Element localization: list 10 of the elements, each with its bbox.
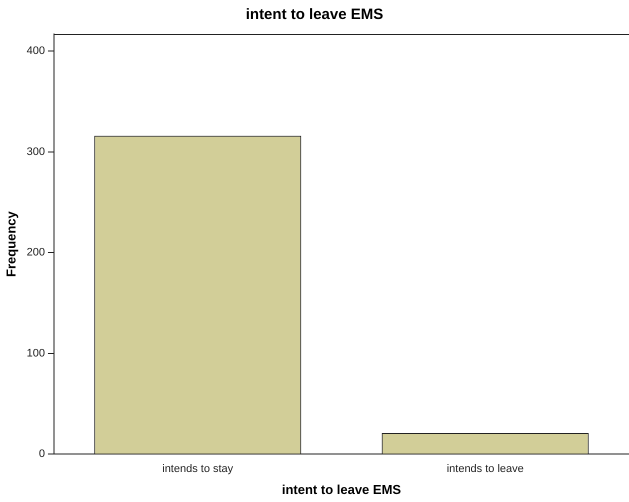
y-tick-label: 0: [38, 448, 45, 460]
y-tick-label: 300: [26, 146, 45, 158]
x-axis-title: intent to leave EMS: [282, 482, 402, 497]
y-axis-title: Frequency: [3, 210, 18, 277]
x-tick-label: intends to leave: [446, 462, 524, 475]
y-tick-label: 100: [26, 347, 45, 360]
y-tick-label: 400: [26, 45, 45, 58]
y-tick-label: 200: [26, 246, 45, 259]
x-tick-label: intends to stay: [162, 462, 234, 475]
chart-title: intent to leave EMS: [246, 6, 384, 24]
